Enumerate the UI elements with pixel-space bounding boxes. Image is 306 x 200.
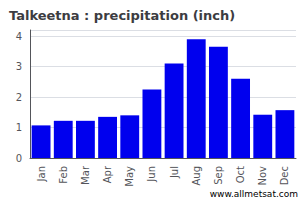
svg-text:May: May	[124, 166, 135, 187]
svg-text:Sep: Sep	[213, 166, 224, 185]
svg-text:0: 0	[16, 153, 22, 164]
svg-text:1: 1	[16, 122, 22, 133]
svg-text:Aug: Aug	[191, 166, 202, 186]
svg-text:Jun: Jun	[146, 166, 157, 183]
svg-text:Oct: Oct	[235, 166, 246, 183]
svg-text:Jul: Jul	[169, 166, 180, 179]
svg-text:Dec: Dec	[279, 166, 290, 185]
svg-text:Mar: Mar	[80, 165, 91, 185]
svg-text:Feb: Feb	[58, 166, 69, 184]
svg-text:2: 2	[16, 92, 22, 103]
svg-text:3: 3	[16, 61, 22, 72]
svg-text:Jan: Jan	[36, 166, 47, 182]
svg-text:www.allmetsat.com: www.allmetsat.com	[210, 189, 298, 199]
svg-text:Nov: Nov	[257, 166, 268, 186]
svg-text:Talkeetna : precipitation (inc: Talkeetna : precipitation (inch)	[9, 8, 235, 23]
svg-text:4: 4	[16, 31, 22, 42]
svg-text:Apr: Apr	[102, 165, 113, 183]
